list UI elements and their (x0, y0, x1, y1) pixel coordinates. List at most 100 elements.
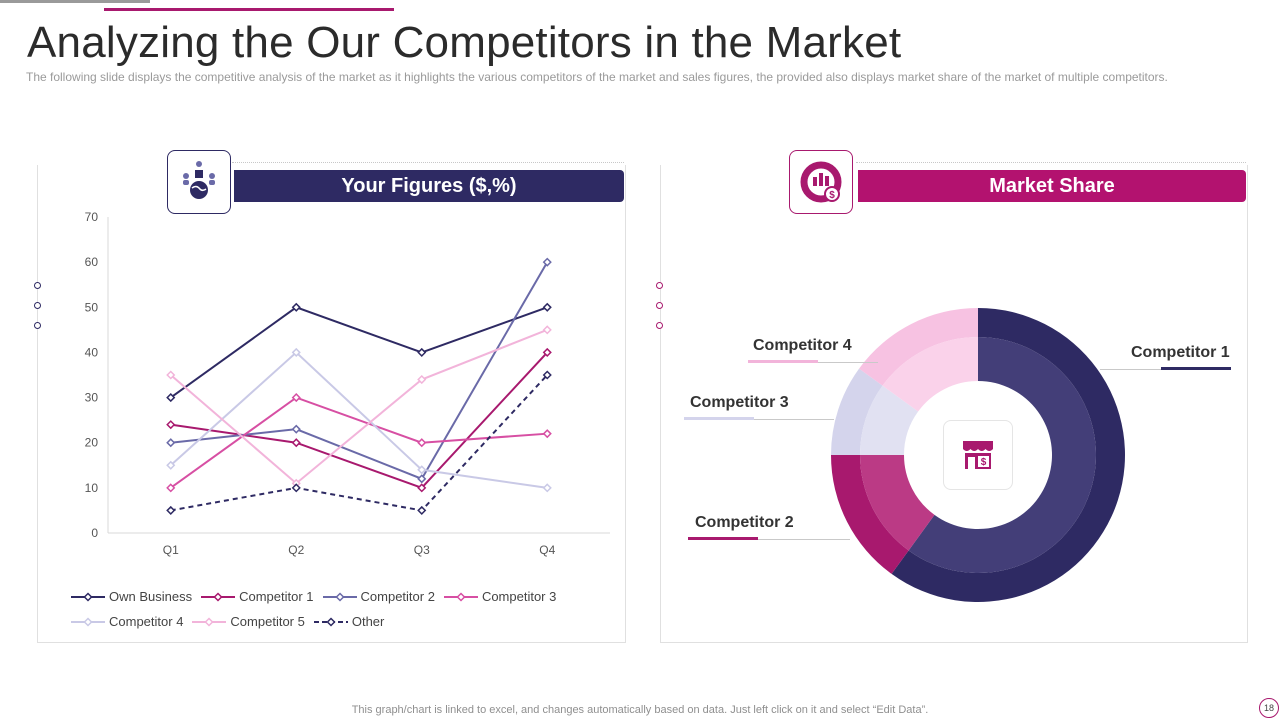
y-tick-label: 10 (85, 481, 99, 495)
legend-swatch (313, 616, 348, 627)
legend-item-competitor-3[interactable]: Competitor 3 (443, 589, 556, 604)
svg-text:$: $ (829, 190, 835, 201)
y-tick-label: 20 (85, 436, 99, 450)
series-line-competitor-4[interactable] (170, 351, 548, 489)
legend-swatch (192, 616, 227, 627)
decorative-bullets-left (34, 282, 42, 342)
legend-item-competitor-4[interactable]: Competitor 4 (70, 614, 183, 629)
footer-note: This graph/chart is linked to excel, and… (351, 704, 929, 716)
market-share-header: Market Share (858, 170, 1246, 202)
pie-label-underline (1161, 367, 1231, 370)
x-tick-label: Q2 (288, 543, 304, 557)
pie-label-competitor-2: Competitor 2 (695, 514, 794, 531)
pie-label-underline (748, 360, 818, 363)
people-globe-icon (167, 150, 231, 214)
pie-slice-competitor-2[interactable] (831, 455, 909, 574)
series-line-competitor-2[interactable] (170, 261, 549, 481)
pie-slice-competitor-3[interactable] (831, 368, 883, 455)
data-point-competitor-5[interactable] (166, 370, 176, 380)
data-point-competitor-2[interactable] (291, 424, 301, 434)
series-line-competitor-3[interactable] (170, 396, 548, 489)
legend-label: Other (351, 614, 385, 629)
page-number: 18 (1259, 698, 1279, 718)
data-point-own-business[interactable] (417, 347, 427, 357)
legend-label: Competitor 2 (360, 589, 435, 604)
data-point-competitor-5[interactable] (542, 325, 552, 335)
data-point-competitor-1[interactable] (417, 483, 427, 493)
data-point-own-business[interactable] (166, 393, 176, 403)
data-point-competitor-4[interactable] (542, 483, 552, 493)
legend-item-other[interactable]: Other (313, 614, 385, 629)
data-point-competitor-4[interactable] (291, 347, 301, 357)
data-point-other[interactable] (166, 505, 176, 515)
y-tick-label: 40 (85, 345, 99, 359)
data-point-competitor-5[interactable] (417, 374, 427, 385)
data-point-other[interactable] (417, 505, 427, 515)
pie-leader-line (754, 419, 834, 420)
legend-swatch (201, 591, 236, 602)
y-tick-label: 30 (85, 391, 99, 405)
panel-divider (232, 162, 624, 163)
legend-label: Competitor 5 (230, 614, 305, 629)
data-point-competitor-2[interactable] (166, 438, 176, 448)
legend-label: Competitor 1 (239, 589, 314, 604)
market-share-panel (660, 165, 1248, 643)
series-line-other[interactable] (170, 374, 548, 512)
legend-label: Own Business (109, 589, 193, 604)
data-point-competitor-1[interactable] (166, 420, 176, 430)
legend-swatch (71, 591, 105, 602)
figures-panel (37, 165, 626, 643)
data-point-competitor-4[interactable] (417, 465, 427, 475)
data-point-competitor-2[interactable] (542, 257, 552, 267)
series-line-competitor-1[interactable] (170, 351, 548, 490)
pie-leader-line (758, 539, 850, 540)
data-point-competitor-3[interactable] (291, 393, 301, 403)
data-point-own-business[interactable] (291, 302, 301, 312)
pie-slice-competitor-4[interactable] (859, 308, 978, 386)
legend-label: Competitor 4 (109, 614, 184, 629)
slide-subtitle: The following slide displays the competi… (26, 70, 1168, 84)
top-rule (0, 0, 150, 3)
legend-swatch (322, 591, 357, 602)
pie-label-competitor-1: Competitor 1 (1131, 344, 1230, 361)
svg-text:$: $ (981, 457, 987, 468)
data-point-competitor-1[interactable] (291, 438, 301, 448)
pie-slice-inner-competitor-2[interactable] (860, 455, 935, 551)
pie-slice-inner-competitor-1[interactable] (908, 337, 1096, 573)
pie-slice-inner-competitor-4[interactable] (882, 337, 978, 412)
slide-title: Analyzing the Our Competitors in the Mar… (27, 18, 902, 67)
pie-slice-inner-competitor-3[interactable] (860, 385, 919, 455)
data-point-competitor-3[interactable] (542, 429, 552, 439)
data-point-competitor-1[interactable] (542, 347, 552, 357)
legend-label: Competitor 3 (481, 589, 557, 604)
data-point-own-business[interactable] (542, 302, 552, 312)
donut-chart[interactable] (828, 305, 1128, 605)
decorative-bullets-right (656, 282, 664, 342)
x-tick-label: Q1 (163, 543, 179, 557)
legend-item-competitor-1[interactable]: Competitor 1 (200, 589, 314, 604)
data-point-competitor-2[interactable] (417, 474, 427, 484)
legend-swatch (443, 591, 478, 602)
data-point-competitor-3[interactable] (166, 483, 176, 493)
line-chart[interactable]: 0 10 20 30 40 50 60 70 Q1 Q2 Q3 Q4 (60, 205, 620, 565)
y-tick-label: 60 (85, 255, 99, 269)
legend-item-competitor-2[interactable]: Competitor 2 (322, 589, 435, 604)
panel-divider (856, 162, 1246, 163)
legend-item-own-business[interactable]: Own Business (70, 589, 192, 604)
chart-dollar-icon: $ (789, 150, 853, 214)
legend-item-competitor-5[interactable]: Competitor 5 (191, 614, 305, 629)
data-point-other[interactable] (291, 483, 301, 493)
figures-header: Your Figures ($,%) (234, 170, 624, 202)
x-tick-label: Q3 (414, 543, 430, 557)
pie-slice-competitor-1[interactable] (891, 308, 1125, 602)
pie-leader-line (818, 362, 878, 363)
legend-swatch (71, 616, 105, 627)
line-chart-legend: Own Business Competitor 1 Competitor 2 Comp… (70, 584, 610, 634)
series-line-own-business[interactable] (170, 306, 548, 399)
data-point-other[interactable] (542, 370, 552, 380)
pie-label-competitor-4: Competitor 4 (753, 337, 852, 354)
pie-label-competitor-3: Competitor 3 (690, 394, 789, 411)
series-line-competitor-5[interactable] (170, 328, 548, 485)
data-point-competitor-3[interactable] (417, 438, 427, 448)
data-point-competitor-4[interactable] (166, 460, 176, 470)
